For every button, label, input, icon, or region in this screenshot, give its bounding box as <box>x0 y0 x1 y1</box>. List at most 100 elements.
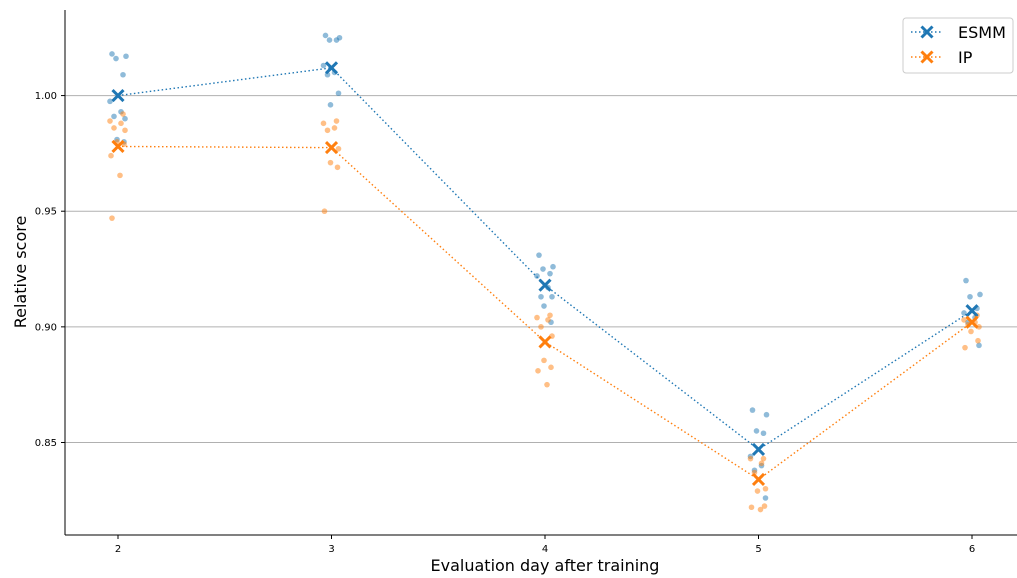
ip-line <box>117 145 973 481</box>
grid-lines <box>65 95 1017 443</box>
esmm-mean-marker <box>965 304 979 318</box>
series-lines <box>117 67 973 481</box>
esmm-point <box>120 71 126 78</box>
esmm-mean-marker <box>538 278 552 292</box>
esmm-point <box>320 62 327 69</box>
x-tick-label: 2 <box>115 544 121 555</box>
esmm-point <box>961 310 967 316</box>
esmm-point <box>326 37 333 43</box>
ip-mean-marker <box>111 139 125 154</box>
ip-point <box>535 367 541 374</box>
esmm-point <box>976 342 982 349</box>
ip-point <box>111 125 117 131</box>
ip-point <box>760 455 767 462</box>
x-tick-label: 5 <box>755 544 761 555</box>
ip-point <box>331 125 338 131</box>
ip-point <box>962 344 968 351</box>
esmm-point <box>549 293 555 300</box>
ip-point <box>117 172 123 179</box>
legend-label: IP <box>958 48 973 67</box>
ip-point <box>122 127 128 134</box>
esmm-point <box>550 263 556 270</box>
esmm-point <box>534 273 540 279</box>
esmm-mean-marker <box>324 61 339 75</box>
ip-point <box>534 314 540 321</box>
y-tick-label: 0.85 <box>35 438 57 449</box>
esmm-point <box>540 266 546 272</box>
x-tick-label: 3 <box>328 544 334 555</box>
ip-point <box>109 215 115 221</box>
ip-point <box>118 120 124 127</box>
ip-point <box>968 328 974 335</box>
y-tick-label: 0.90 <box>35 322 57 333</box>
esmm-point <box>753 428 760 434</box>
y-tick-label: 1.00 <box>35 91 57 102</box>
esmm-point <box>122 115 128 122</box>
x-tick-label: 6 <box>969 544 975 555</box>
ip-point <box>335 145 342 152</box>
ip-point <box>547 312 553 319</box>
esmm-mean-marker <box>111 89 125 103</box>
esmm-point <box>547 270 553 277</box>
ip-point <box>324 127 331 134</box>
axis-ticks: 0.85 0.90 0.95 1.00 2 3 4 5 6 <box>35 91 975 555</box>
ip-point <box>545 317 551 323</box>
scatter-points <box>107 32 983 513</box>
legend-marker <box>920 25 934 39</box>
esmm-point <box>967 293 973 300</box>
ip-point <box>961 317 967 323</box>
ip-point <box>762 485 769 492</box>
ip-point <box>747 455 754 462</box>
ip-mean-marker <box>751 472 766 487</box>
ip-point <box>334 164 341 171</box>
ip-mean-marker <box>324 141 339 155</box>
legend-item-esmm: ESMM <box>911 23 1006 42</box>
esmm-point <box>322 32 329 39</box>
esmm-point <box>541 303 547 309</box>
ip-mean-marker <box>538 335 552 349</box>
y-axis-label: Relative score <box>11 216 30 329</box>
esmm-line <box>117 67 973 451</box>
ip-point <box>754 488 761 494</box>
ip-point <box>108 152 114 159</box>
mean-markers <box>111 61 979 487</box>
ip-point <box>548 364 554 371</box>
ip-point <box>976 324 982 330</box>
ip-point <box>758 460 765 467</box>
esmm-point <box>109 51 115 57</box>
ip-point <box>544 381 550 388</box>
esmm-point <box>111 113 117 120</box>
ip-point <box>757 506 764 513</box>
legend-label: ESMM <box>958 23 1006 42</box>
esmm-point <box>762 495 769 501</box>
esmm-point <box>538 293 544 300</box>
ip-mean-marker <box>965 315 979 329</box>
ip-point <box>321 208 328 215</box>
esmm-point <box>763 411 770 418</box>
esmm-point <box>760 430 767 437</box>
ip-point <box>107 118 113 124</box>
y-tick-label: 0.95 <box>35 207 57 218</box>
esmm-point <box>536 252 542 258</box>
esmm-point <box>963 277 969 284</box>
legend: ESMM IP <box>902 17 1014 74</box>
esmm-mean-marker <box>751 442 766 456</box>
esmm-point <box>107 98 113 105</box>
esmm-point <box>333 37 340 43</box>
ip-point <box>541 357 547 364</box>
esmm-point <box>123 53 129 60</box>
esmm-point <box>749 407 756 413</box>
esmm-point <box>335 90 342 97</box>
esmm-point <box>113 55 119 62</box>
ip-point <box>120 111 126 117</box>
ip-point <box>333 118 340 124</box>
ip-point <box>327 159 334 166</box>
esmm-point <box>977 291 983 298</box>
legend-marker <box>920 50 934 64</box>
esmm-point <box>327 102 334 108</box>
ip-point <box>748 504 755 511</box>
ip-point <box>975 337 981 344</box>
ip-point <box>320 120 327 127</box>
legend-item-ip: IP <box>911 48 973 67</box>
